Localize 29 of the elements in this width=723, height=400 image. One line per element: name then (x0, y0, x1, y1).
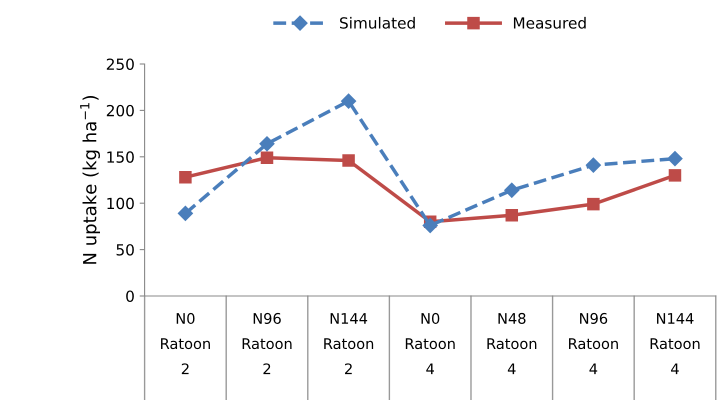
legend-label: Measured (514, 16, 586, 29)
point (260, 151, 274, 164)
x-tick-label: N96 Ratoon 2 (242, 312, 292, 374)
legend-label: Simulated (340, 16, 415, 29)
point (668, 169, 682, 182)
point (667, 151, 683, 166)
y-axis-title: N uptake (kg ha$^{−1}$) (80, 96, 100, 264)
y-tick-label: 50 (116, 244, 134, 256)
point (259, 136, 275, 152)
x-tick-label: N144 Ratoon 4 (650, 313, 700, 374)
y-tick-label: 200 (106, 104, 134, 116)
x-tick-label: N0 Ratoon 4 (406, 312, 455, 374)
y-tick-label: 250 (106, 58, 134, 70)
x-tick-label: N48 Ratoon 4 (487, 312, 536, 374)
y-tick-label: 0 (126, 290, 134, 302)
x-tick-label: N96 Ratoon 4 (569, 312, 618, 374)
point (504, 182, 520, 198)
y-tick-label: 100 (107, 198, 134, 210)
point (178, 206, 193, 221)
point (506, 209, 518, 222)
point (342, 154, 355, 167)
point (422, 218, 438, 234)
point (587, 198, 600, 210)
point (179, 170, 192, 184)
x-tick-label: N0 Ratoon 2 (161, 312, 210, 374)
point (586, 158, 601, 173)
point (341, 94, 356, 109)
y-tick-label: 150 (107, 151, 134, 163)
x-tick-label: N144 Ratoon 2 (324, 313, 374, 374)
